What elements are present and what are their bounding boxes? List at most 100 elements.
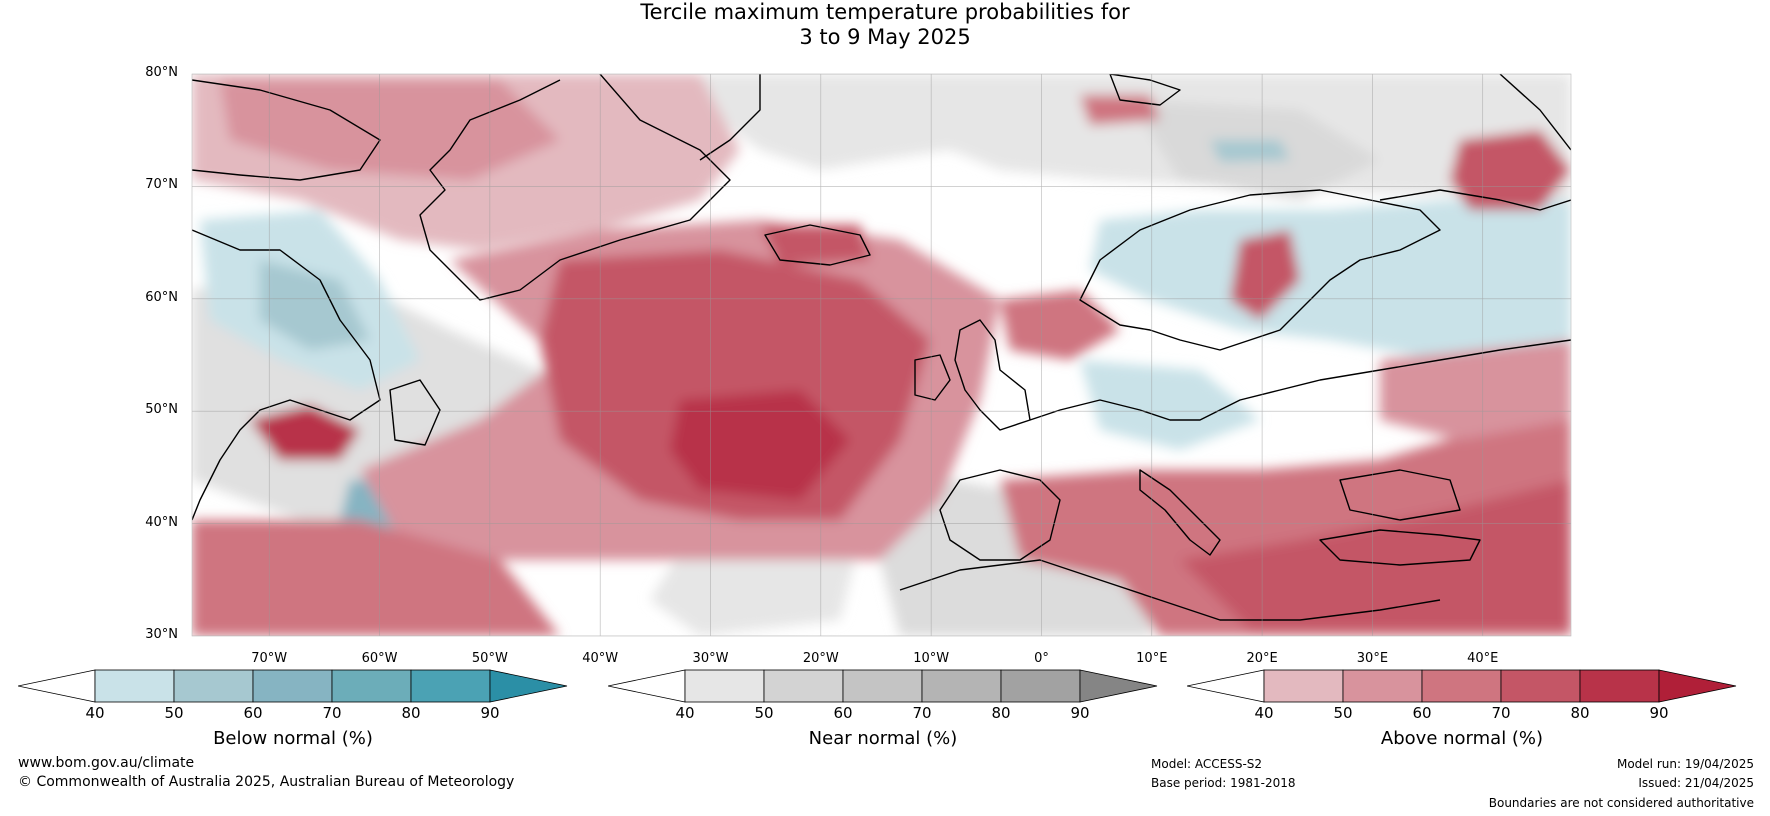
lat-label: 70°N (145, 177, 178, 193)
colorbar-segment (1579, 669, 1660, 703)
colorbar-tick-label: 50 (1333, 704, 1353, 722)
field-above-sweden (1230, 230, 1300, 320)
footer-issued: Issued: 21/04/2025 (1638, 776, 1754, 790)
coastline-svalbard (1109, 74, 1181, 106)
colorbar-extend-high (1658, 669, 1737, 703)
footer-model: Model: ACCESS-S2 (1151, 757, 1263, 771)
colorbar-segment (1421, 669, 1502, 703)
footer-base-period: Base period: 1981-2018 (1151, 776, 1296, 790)
colorbar-segment (763, 669, 844, 703)
lat-label: 40°N (145, 514, 178, 530)
lon-label: 30°E (1356, 651, 1389, 666)
coastline-north-africa (899, 559, 1441, 621)
lon-label: 20°W (802, 651, 839, 666)
field-below-greenland-sea (1210, 140, 1290, 162)
colorbar-tick-label: 60 (243, 704, 263, 722)
colorbar-extend-high (489, 669, 568, 703)
lon-label: 0° (1034, 651, 1049, 666)
colorbar-segment (252, 669, 333, 703)
coastline-novaya-zemlya (1499, 74, 1571, 151)
colorbar-segment (410, 669, 491, 703)
lat-label: 30°N (145, 627, 178, 642)
lon-label: 60°W (361, 651, 398, 666)
coastline-iberia (939, 469, 1061, 561)
colorbar-extend-low (1187, 669, 1265, 703)
colorbar-segment (684, 669, 765, 703)
colorbar-near-scale (608, 669, 1158, 703)
footer-website[interactable]: www.bom.gov.au/climate (18, 755, 195, 771)
coastline-canada-arctic (192, 79, 381, 181)
colorbar-below-label: Below normal (%) (213, 728, 373, 749)
map-frame (191, 73, 1572, 637)
colorbar-below-scale (18, 669, 568, 703)
colorbar-tick-label: 80 (401, 704, 421, 722)
field-above-north-sea (1000, 290, 1120, 360)
footer-model-run: Model run: 19/04/2025 (1616, 757, 1754, 771)
field-above-gulf-stlawrence (250, 405, 360, 460)
coastline-greenland-east (699, 74, 761, 161)
colorbar-above-scale (1187, 669, 1737, 703)
colorbar-above: Above normal (%) 40 50 60 70 80 90 (1187, 668, 1737, 758)
coastline-italy (1139, 469, 1221, 556)
field-above-med-dark (1180, 480, 1571, 630)
lon-label: 20°E (1246, 651, 1278, 666)
colorbar-tick-label: 90 (480, 704, 500, 722)
field-above-kara (1450, 130, 1571, 210)
title-line-2: 3 to 9 May 2025 (799, 25, 971, 49)
field-below-labrador-2 (260, 260, 370, 350)
lon-label: 40°E (1467, 651, 1499, 666)
lon-label: 50°W (471, 651, 508, 666)
coastline-greenland (419, 74, 731, 301)
colorbar-segment (1000, 669, 1081, 703)
lon-label: 40°W (582, 651, 619, 666)
coastline-iceland (764, 224, 871, 266)
colorbar-near: Near normal (%) 40 50 60 70 80 90 (608, 668, 1158, 758)
lat-label: 50°N (145, 402, 178, 418)
probability-map (191, 73, 1572, 637)
field-above-iceland (760, 225, 870, 265)
map-title: Tercile maximum temperature probabilitie… (0, 0, 1770, 50)
colorbar-tick-label: 70 (322, 704, 342, 722)
title-line-1: Tercile maximum temperature probabilitie… (640, 0, 1130, 24)
colorbar-tick-label: 80 (1570, 704, 1590, 722)
field-above-east (1380, 340, 1571, 440)
colorbar-below: Below normal (%) 40 50 60 70 80 90 (18, 668, 568, 758)
field-above-atlantic-dark (670, 390, 850, 500)
field-below-europe (1080, 360, 1260, 450)
lon-label: 10°W (913, 651, 950, 666)
colorbar-segment (842, 669, 923, 703)
colorbar-above-label: Above normal (%) (1380, 728, 1544, 749)
colorbar-tick-label: 40 (675, 704, 695, 722)
colorbar-extend-low (18, 669, 96, 703)
colorbar-tick-label: 40 (85, 704, 105, 722)
coastline-russia-north (1379, 189, 1571, 211)
coastline-ireland (914, 354, 951, 401)
colorbar-tick-label: 90 (1649, 704, 1669, 722)
field-above-southwest (192, 520, 560, 636)
colorbar-segment (921, 669, 1002, 703)
colorbar-tick-label: 80 (991, 704, 1011, 722)
colorbar-tick-label: 50 (164, 704, 184, 722)
coastline-newfoundland (389, 379, 441, 446)
lon-label: 30°W (692, 651, 729, 666)
colorbar-tick-label: 50 (754, 704, 774, 722)
colorbar-segment (173, 669, 254, 703)
lat-label: 80°N (145, 65, 178, 80)
coastline-black-sea (1339, 469, 1461, 521)
field-above-arctic-west-2 (220, 80, 560, 180)
coastline-scandinavia (1079, 189, 1441, 351)
footer-disclaimer: Boundaries are not considered authoritat… (1488, 796, 1754, 810)
colorbar-tick-label: 70 (912, 704, 932, 722)
colorbar-segment (331, 669, 412, 703)
colorbar-segment (1342, 669, 1423, 703)
colorbar-segment (1263, 669, 1344, 703)
colorbar-tick-label: 90 (1070, 704, 1090, 722)
lat-label: 60°N (145, 289, 178, 305)
colorbar-extend-low (608, 669, 686, 703)
colorbar-extend-high (1079, 669, 1158, 703)
colorbar-near-label: Near normal (%) (808, 728, 958, 749)
colorbar-tick-label: 60 (833, 704, 853, 722)
colorbar-segment (1500, 669, 1581, 703)
coastline-turkey (1319, 529, 1481, 566)
coastline-labrador (192, 229, 381, 521)
